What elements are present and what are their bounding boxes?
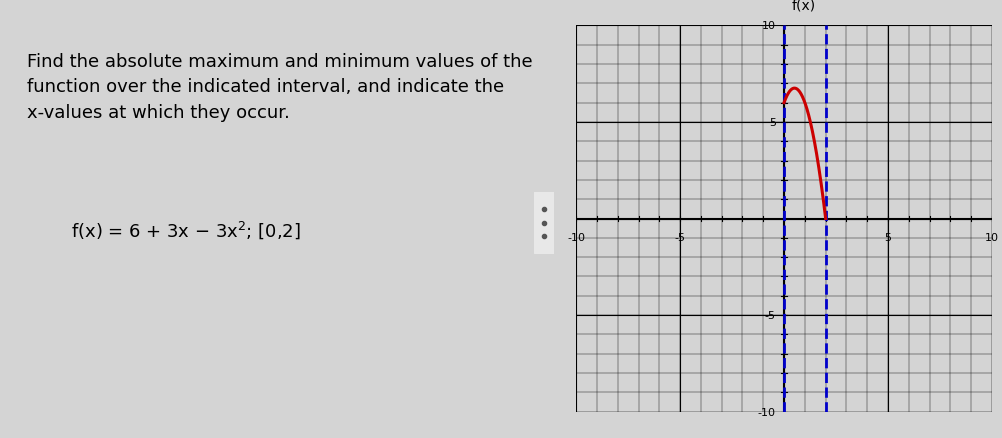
FancyBboxPatch shape bbox=[533, 190, 555, 257]
Text: -10: -10 bbox=[758, 407, 776, 417]
Text: f(x): f(x) bbox=[792, 0, 816, 13]
Text: f(x) = 6 + 3x $-$ 3x$^2$; [0,2]: f(x) = 6 + 3x $-$ 3x$^2$; [0,2] bbox=[71, 219, 301, 240]
Text: 5: 5 bbox=[885, 233, 892, 243]
Text: 10: 10 bbox=[985, 233, 999, 243]
Text: -5: -5 bbox=[765, 311, 776, 320]
Text: -10: -10 bbox=[567, 233, 585, 243]
Text: 10: 10 bbox=[762, 21, 776, 31]
Text: -5: -5 bbox=[674, 233, 685, 243]
Text: Find the absolute maximum and minimum values of the
function over the indicated : Find the absolute maximum and minimum va… bbox=[27, 53, 533, 122]
Text: 5: 5 bbox=[769, 118, 776, 127]
